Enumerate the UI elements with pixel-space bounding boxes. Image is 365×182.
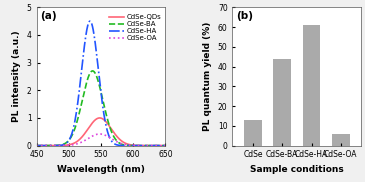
Text: (b): (b) — [236, 11, 253, 21]
X-axis label: Sample conditions: Sample conditions — [250, 165, 344, 174]
Bar — [332, 134, 350, 146]
CdSe-QDs — [160, 145, 164, 147]
Y-axis label: PL intensity (a.u.): PL intensity (a.u.) — [12, 31, 21, 122]
CdSe-OA — [160, 145, 164, 147]
Line: CdSe-HA: CdSe-HA — [36, 21, 165, 146]
CdSe-BA — [91, 70, 95, 72]
Line: CdSe-BA: CdSe-BA — [36, 71, 165, 146]
CdSe-HA — [160, 145, 164, 147]
CdSe-HA — [163, 145, 168, 147]
CdSe-BA — [94, 74, 98, 76]
CdSe-OA — [97, 133, 101, 135]
Bar — [244, 120, 262, 146]
CdSe-OA — [41, 145, 45, 147]
CdSe-QDs — [160, 145, 164, 147]
CdSe-OA — [93, 134, 98, 136]
CdSe-HA — [136, 145, 140, 147]
CdSe-QDs — [136, 144, 140, 147]
CdSe-BA — [97, 84, 101, 86]
CdSe-QDs — [34, 145, 39, 147]
CdSe-HA — [160, 145, 164, 147]
CdSe-QDs — [97, 117, 102, 119]
Bar — [303, 25, 320, 146]
CdSe-BA — [34, 145, 39, 147]
CdSe-OA — [34, 145, 39, 147]
Bar — [273, 59, 291, 146]
CdSe-HA — [94, 47, 98, 49]
Line: CdSe-OA: CdSe-OA — [36, 134, 165, 146]
Line: CdSe-QDs: CdSe-QDs — [36, 118, 165, 146]
CdSe-OA — [163, 145, 168, 147]
CdSe-OA — [136, 145, 140, 147]
CdSe-BA — [160, 145, 164, 147]
CdSe-HA — [41, 145, 45, 147]
CdSe-BA — [160, 145, 164, 147]
CdSe-BA — [41, 145, 45, 147]
CdSe-BA — [163, 145, 168, 147]
X-axis label: Wavelength (nm): Wavelength (nm) — [57, 165, 145, 174]
CdSe-HA — [97, 77, 101, 79]
CdSe-QDs — [93, 118, 98, 120]
CdSe-OA — [97, 133, 102, 135]
CdSe-BA — [136, 145, 140, 147]
CdSe-HA — [88, 20, 92, 22]
CdSe-QDs — [163, 145, 168, 147]
CdSe-HA — [34, 145, 39, 147]
Legend: CdSe-QDs, CdSe-BA, CdSe-HA, CdSe-OA: CdSe-QDs, CdSe-BA, CdSe-HA, CdSe-OA — [108, 13, 162, 42]
CdSe-QDs — [41, 145, 45, 147]
Y-axis label: PL quantum yield (%): PL quantum yield (%) — [203, 22, 212, 131]
CdSe-QDs — [97, 117, 101, 119]
CdSe-OA — [160, 145, 164, 147]
Text: (a): (a) — [41, 11, 57, 21]
